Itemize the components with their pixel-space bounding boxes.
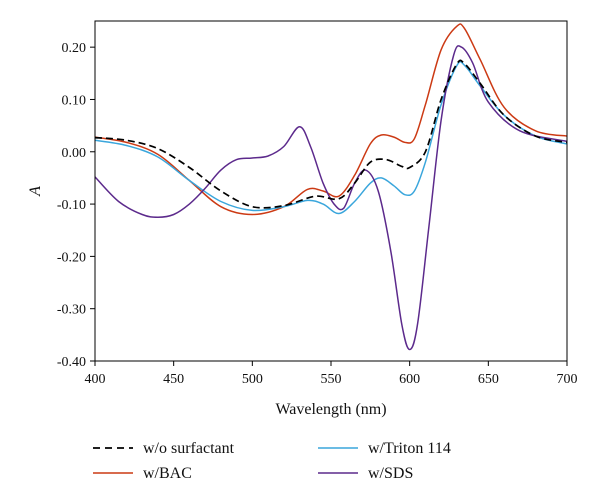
y-tick-label: -0.40 bbox=[57, 355, 86, 370]
x-tick-label: 400 bbox=[85, 372, 106, 387]
x-tick-label: 450 bbox=[163, 372, 184, 387]
plot-frame bbox=[94, 20, 568, 362]
series-line-w-o-surfactant bbox=[94, 59, 568, 209]
y-tick-label: -0.10 bbox=[57, 198, 86, 213]
y-tick-label: 0.10 bbox=[62, 93, 87, 108]
x-tick-label: 650 bbox=[478, 372, 499, 387]
x-tick-label: 500 bbox=[242, 372, 263, 387]
y-tick-label: -0.20 bbox=[57, 250, 86, 265]
series-line-w-triton-114 bbox=[94, 60, 568, 215]
legend-label-w-sds: w/SDS bbox=[368, 465, 413, 482]
legend-label-w-o-surfactant: w/o surfactant bbox=[143, 440, 235, 457]
series-line-w-bac bbox=[94, 23, 568, 216]
y-tick-label: 0.20 bbox=[62, 41, 87, 56]
legend-label-w-triton-114: w/Triton 114 bbox=[368, 440, 451, 457]
x-tick-label: 700 bbox=[557, 372, 578, 387]
axes: 400 450 500 550 600 650 700 0.20 0.10 0.00 -0.10 -0… bbox=[57, 20, 578, 387]
x-tick-label: 600 bbox=[399, 372, 420, 387]
legend: w/o surfactant w/BAC w/Triton 114 w/SDS bbox=[93, 440, 451, 482]
plot-area bbox=[94, 23, 568, 351]
y-axis-title: A bbox=[27, 186, 44, 197]
legend-label-w-bac: w/BAC bbox=[143, 465, 192, 482]
y-tick-label: 0.00 bbox=[62, 146, 87, 161]
y-tick-label: -0.30 bbox=[57, 303, 86, 318]
x-tick-label: 550 bbox=[321, 372, 342, 387]
series-line-w-sds bbox=[94, 45, 568, 351]
x-axis-title: Wavelength (nm) bbox=[275, 401, 386, 418]
